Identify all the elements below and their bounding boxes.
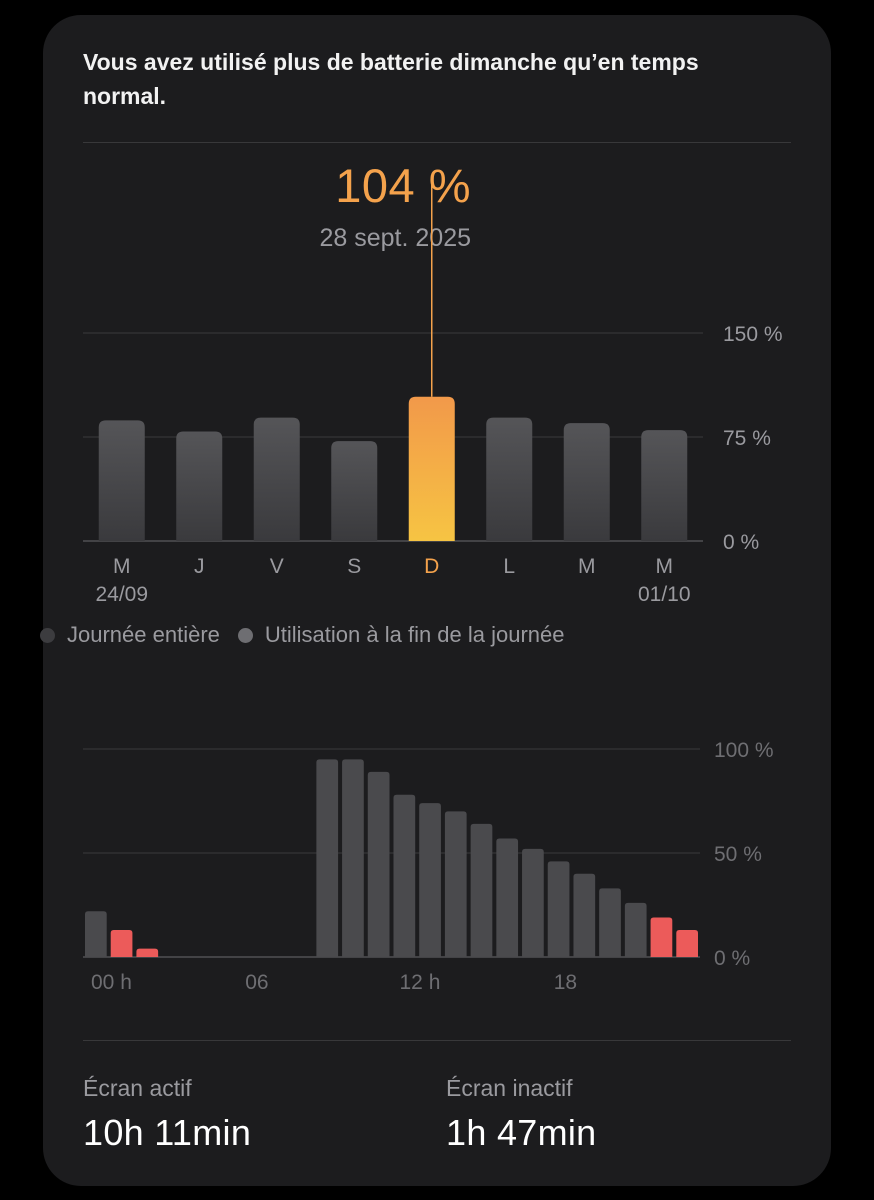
daily-bar-selected[interactable] [408, 396, 455, 541]
daily-bar[interactable] [331, 441, 378, 541]
hourly-bar[interactable] [393, 794, 416, 957]
hourly-bar[interactable] [496, 838, 519, 957]
selected-day-date: 28 sept. 2025 [319, 224, 471, 252]
hourly-x-tick-label: 18 [554, 971, 577, 994]
daily-x-tick-label: M [578, 555, 596, 578]
daily-y-tick-label: 75 % [723, 427, 771, 450]
legend-full-day-label: Journée entière [67, 622, 220, 647]
daily-x-tick-label: S [347, 555, 361, 578]
legend-end-of-day: Utilisation à la fin de la journée [237, 622, 565, 648]
daily-x-tick-label: M [113, 555, 131, 578]
screen-on-label: Écran actif [83, 1075, 192, 1101]
hourly-x-tick-label: 00 h [91, 971, 132, 994]
daily-x-sublabel: 01/10 [638, 583, 691, 606]
hourly-bar[interactable] [444, 811, 467, 957]
hourly-bar[interactable] [342, 759, 364, 957]
daily-x-sublabel: 24/09 [95, 583, 148, 606]
daily-x-tick-label: M [656, 555, 674, 578]
hourly-bar[interactable] [573, 873, 596, 957]
legend-full-day: Journée entière [40, 622, 220, 648]
selected-day-percentage: 104 % [335, 159, 471, 212]
hourly-bar[interactable] [367, 771, 390, 957]
hourly-bar[interactable] [624, 902, 647, 957]
hourly-x-tick-label: 06 [245, 971, 268, 994]
screen-off-label: Écran inactif [446, 1075, 573, 1101]
hourly-bar-low[interactable] [650, 917, 673, 957]
hourly-y-tick-label: 50 % [714, 843, 762, 866]
daily-bar[interactable] [98, 420, 145, 541]
hourly-x-tick-label: 12 h [400, 971, 441, 994]
chart-legend: Journée entière Utilisation à la fin de … [40, 622, 583, 648]
hourly-y-tick-label: 100 % [714, 739, 774, 762]
hourly-y-tick-label: 0 % [714, 947, 750, 970]
daily-y-tick-label: 150 % [723, 323, 783, 346]
legend-end-of-day-label: Utilisation à la fin de la journée [264, 622, 565, 647]
hourly-bar[interactable] [547, 861, 570, 957]
battery-usage-card: Vous avez utilisé plus de batterie diman… [43, 15, 831, 1186]
daily-x-tick-label: L [503, 555, 515, 578]
daily-y-tick-label: 0 % [723, 531, 759, 554]
hourly-bar[interactable] [470, 823, 493, 957]
daily-bar[interactable] [641, 430, 688, 541]
hourly-bar[interactable] [522, 848, 544, 957]
hourly-battery-chart[interactable]: 0 % 50 % 100 % 00 h 06 12 h 18 [0, 0, 874, 1000]
daily-bar[interactable] [563, 423, 610, 541]
legend-dot-light [237, 627, 253, 643]
daily-battery-chart[interactable]: 0 % 75 % 150 % M 24/09 J V S D L M M 01/10 [0, 0, 874, 620]
hourly-bar-low[interactable] [136, 948, 159, 957]
daily-bar[interactable] [486, 417, 533, 541]
daily-x-tick-label: V [270, 555, 284, 578]
divider-top [83, 142, 791, 143]
hourly-bar[interactable] [599, 888, 621, 957]
hourly-bar[interactable] [85, 911, 107, 957]
daily-bar[interactable] [253, 417, 300, 541]
daily-x-tick-label: D [424, 555, 439, 578]
hourly-bar[interactable] [316, 759, 339, 957]
divider-bottom [83, 1040, 791, 1041]
hourly-bar-low[interactable] [110, 929, 133, 957]
legend-dot-dark [40, 627, 55, 643]
daily-x-tick-label: J [194, 555, 205, 578]
usage-insight-headline: Vous avez utilisé plus de batterie diman… [83, 49, 699, 109]
hourly-bar-low[interactable] [676, 929, 698, 957]
hourly-bar[interactable] [419, 803, 441, 957]
daily-bar[interactable] [176, 431, 223, 541]
screen-on-value: 10h 11min [83, 1112, 252, 1153]
screen-off-value: 1h 47min [446, 1112, 597, 1153]
